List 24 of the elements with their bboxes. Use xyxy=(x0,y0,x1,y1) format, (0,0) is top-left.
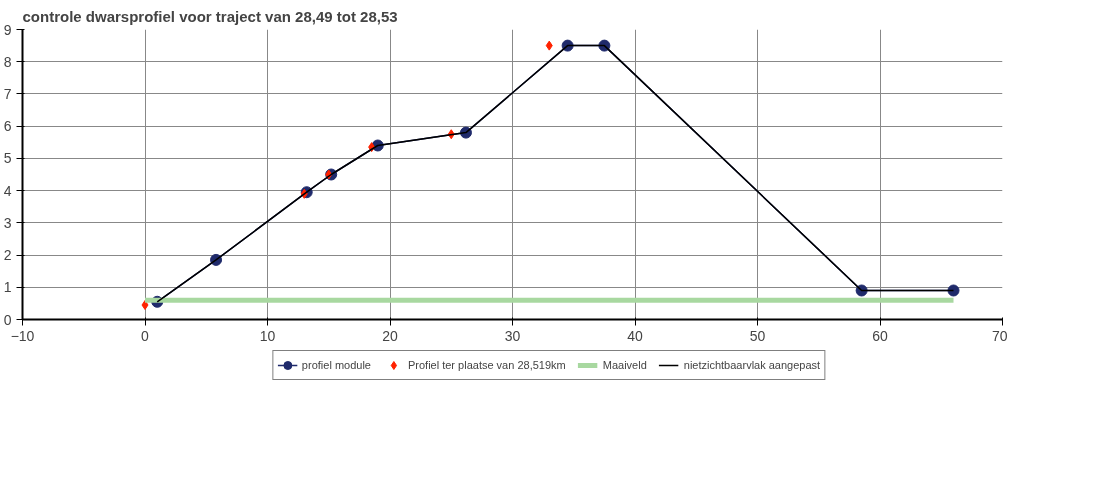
y-tick-label: 6 xyxy=(3,118,12,135)
legend-label: Maaiveld xyxy=(602,359,647,371)
x-tick-label: 50 xyxy=(749,327,766,344)
y-tick-label: 5 xyxy=(3,150,12,167)
x-tick-label: −10 xyxy=(10,327,35,344)
x-tick-label: 60 xyxy=(872,327,888,344)
y-tick-label: 0 xyxy=(3,311,12,328)
legend-label: profiel module xyxy=(301,359,371,371)
x-tick-label: 70 xyxy=(991,327,1008,344)
x-tick-label: 0 xyxy=(141,327,150,344)
chart-title: controle dwarsprofiel voor traject van 28,49 tot 28,53 xyxy=(22,7,398,25)
y-tick-label: 3 xyxy=(3,214,12,231)
y-tick-label: 1 xyxy=(3,279,12,296)
y-tick-label: 7 xyxy=(3,85,12,102)
x-tick-label: 10 xyxy=(259,327,276,344)
y-tick-label: 9 xyxy=(3,21,12,38)
x-tick-label: 40 xyxy=(627,327,643,344)
y-tick-label: 2 xyxy=(3,247,12,264)
legend-label: nietzichtbaarvlak aangepast xyxy=(683,359,821,371)
x-tick-label: 20 xyxy=(382,327,398,344)
y-tick-label: 8 xyxy=(3,53,12,70)
y-tick-label: 4 xyxy=(3,182,12,199)
x-tick-label: 30 xyxy=(504,327,521,344)
legend-label: Profiel ter plaatse van 28,519km xyxy=(407,359,566,371)
